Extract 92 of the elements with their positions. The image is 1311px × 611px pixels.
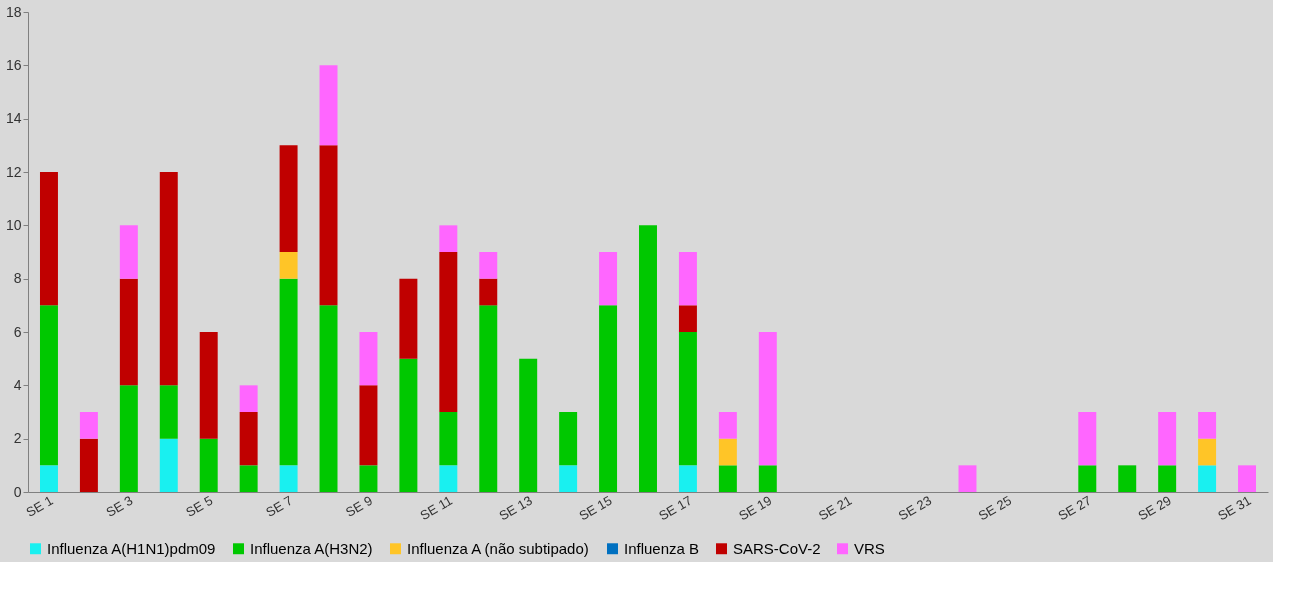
bar (399, 358, 418, 492)
y-tick-label: 18 (5, 3, 22, 20)
bar (479, 278, 498, 306)
bar (279, 145, 298, 252)
bar (319, 65, 338, 146)
bar (678, 252, 697, 306)
x-tick-label: SE 1 (23, 492, 56, 520)
bar (239, 412, 258, 466)
x-tick-label: SE 17 (656, 492, 695, 524)
bar (599, 252, 618, 306)
bar (1198, 438, 1217, 466)
bar (958, 465, 977, 492)
bar (439, 465, 458, 492)
legend-label: VRS (854, 539, 885, 557)
x-tick-label: SE 21 (816, 492, 855, 524)
bar (199, 438, 218, 492)
y-tick-label: 10 (5, 216, 22, 233)
legend-label: Influenza A(H3N2) (250, 539, 373, 557)
y-tick-label: 4 (13, 376, 22, 393)
x-tick-label: SE 3 (103, 492, 136, 520)
bar (359, 385, 378, 466)
bar (159, 385, 178, 439)
bar (239, 385, 258, 412)
bar (678, 465, 697, 492)
bar (1078, 412, 1097, 466)
x-tick-label: SE 31 (1215, 492, 1254, 524)
bar (359, 465, 378, 492)
bar (758, 332, 777, 466)
y-tick-label: 14 (5, 110, 22, 127)
x-tick-label: SE 29 (1135, 492, 1174, 524)
bar (119, 225, 138, 279)
bar (279, 278, 298, 466)
bar (1198, 465, 1217, 492)
bar (439, 412, 458, 466)
bar (239, 465, 258, 492)
x-tick-label: SE 11 (417, 492, 455, 523)
x-tick-label: SE 23 (895, 492, 935, 524)
bar (159, 438, 178, 492)
bar (79, 438, 98, 492)
bar (479, 305, 498, 492)
bar (79, 412, 98, 439)
x-tick-label: SE 27 (1055, 492, 1094, 524)
bar (39, 465, 58, 492)
bar (678, 332, 697, 466)
y-tick-label: 8 (13, 270, 22, 287)
bar (1118, 465, 1137, 492)
legend-label: SARS-CoV-2 (733, 539, 821, 557)
x-tick-label: SE 9 (343, 492, 375, 520)
bar (319, 305, 338, 492)
bar (559, 465, 578, 492)
bar (399, 278, 418, 359)
legend-label: Influenza B (624, 539, 700, 557)
bar (1238, 465, 1257, 492)
bar (758, 465, 777, 492)
x-tick-label: SE 7 (263, 492, 296, 520)
legend-label: Influenza A (não subtipado) (407, 539, 589, 557)
y-tick-label: 12 (5, 163, 22, 180)
bar (279, 465, 298, 492)
bar (119, 385, 138, 492)
bar (1078, 465, 1097, 492)
x-tick-label: SE 13 (496, 492, 535, 524)
bar (1158, 465, 1177, 492)
bar (718, 438, 737, 466)
y-tick-label: 2 (13, 430, 22, 447)
bar (519, 358, 538, 492)
y-tick-label: 0 (13, 483, 22, 500)
bar (279, 252, 298, 279)
bar (119, 278, 138, 386)
bar (639, 225, 657, 492)
bar (439, 225, 458, 252)
bar (199, 332, 218, 439)
bar (718, 412, 737, 439)
y-tick-label: 6 (13, 323, 22, 340)
bar (1198, 412, 1217, 439)
y-tick-label: 16 (5, 56, 22, 73)
x-tick-label: SE 19 (736, 492, 775, 524)
bar (678, 305, 697, 332)
x-tick-label: SE 5 (183, 492, 216, 520)
bar (599, 305, 618, 492)
bar (359, 332, 378, 386)
bar (718, 465, 737, 492)
x-tick-label: SE 25 (975, 492, 1014, 524)
legend-label: Influenza A(H1N1)pdm09 (47, 539, 216, 557)
bar (319, 145, 338, 306)
x-tick-label: SE 15 (576, 492, 615, 524)
bar (1158, 412, 1177, 466)
bar (479, 252, 498, 279)
bar (559, 412, 578, 466)
bar (39, 172, 58, 306)
bar (159, 172, 178, 386)
bar (39, 305, 58, 466)
bar (439, 252, 458, 412)
